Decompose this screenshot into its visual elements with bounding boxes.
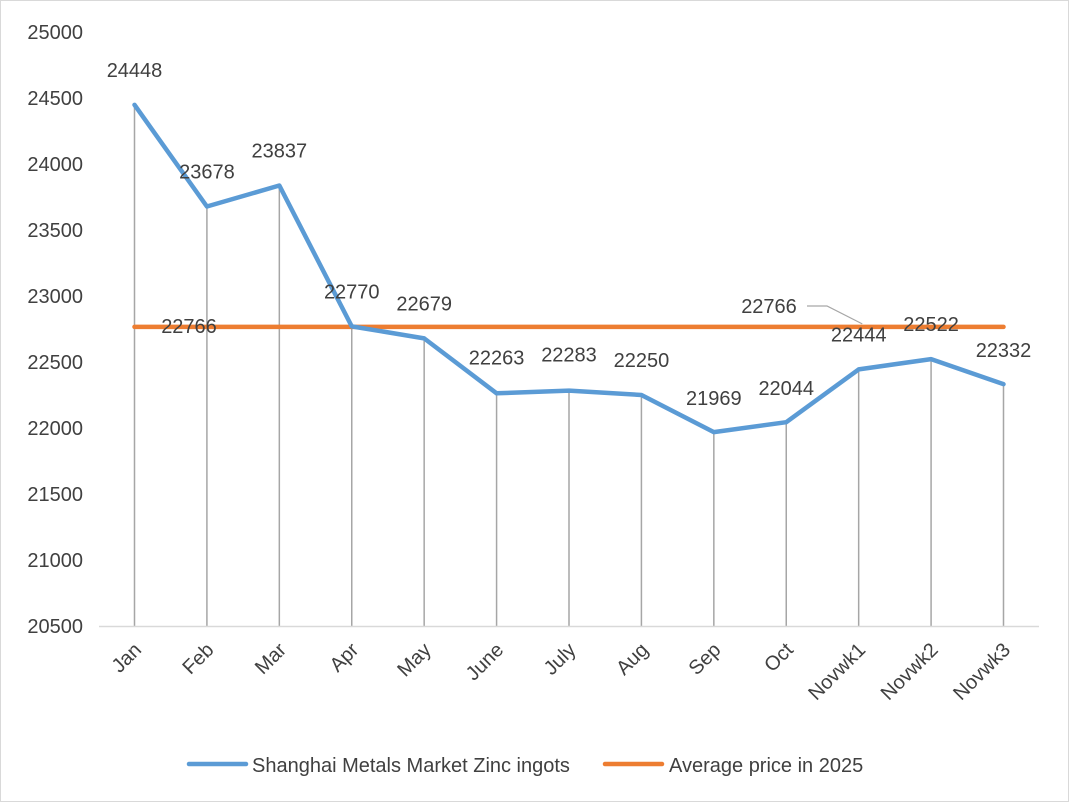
average-legend-label: Average price in 2025: [669, 755, 863, 777]
zinc-data-label: 22444: [831, 324, 887, 346]
x-tick-label: Jan: [108, 639, 146, 677]
y-tick-label: 24500: [27, 88, 83, 110]
y-tick-label: 22500: [27, 352, 83, 374]
zinc-data-label: 22679: [396, 293, 452, 315]
zinc-data-label: 23837: [252, 141, 308, 163]
zinc-data-label: 22522: [903, 314, 959, 336]
x-tick-label: May: [393, 639, 435, 681]
label-layer: 24448 23678 23837 22770 22679 22263 22283 22250…: [107, 60, 1032, 410]
x-tick-label: Apr: [326, 639, 364, 677]
zinc-data-label: 22332: [976, 340, 1032, 362]
x-tick-label: Oct: [760, 639, 798, 677]
zinc-data-label: 22283: [541, 345, 597, 367]
y-tick-label: 21000: [27, 550, 83, 572]
x-tick-label: June: [462, 639, 508, 685]
y-tick-label: 25000: [27, 22, 83, 44]
x-tick-label: Novwk2: [877, 639, 943, 705]
zinc-legend-label: Shanghai Metals Market Zinc ingots: [252, 755, 570, 777]
zinc-data-label: 24448: [107, 60, 163, 82]
y-tick-label: 20500: [27, 616, 83, 638]
grid-layer: [133, 104, 1005, 626]
y-tick-label: 21500: [27, 484, 83, 506]
average-label-leader-line: [807, 305, 863, 325]
average-data-label: 22766: [741, 296, 797, 318]
y-tick-label: 23000: [27, 286, 83, 308]
zinc-data-label: 22250: [614, 350, 670, 372]
x-tick-label: Mar: [251, 639, 291, 679]
zinc-data-label: 23678: [179, 162, 235, 184]
zinc-data-label: 21969: [686, 388, 742, 410]
series-layer: [132, 102, 1006, 435]
y-tick-label: 22000: [27, 418, 83, 440]
y-tick-label: 23500: [27, 220, 83, 242]
x-tick-label: Feb: [179, 639, 219, 679]
zinc-data-label: 22770: [324, 281, 380, 303]
x-tick-label: Novwk3: [949, 639, 1015, 705]
zinc-data-label: 22263: [469, 347, 525, 369]
x-tick-label: July: [540, 639, 581, 680]
x-tick-label: Novwk1: [804, 639, 870, 705]
x-tick-label: Aug: [612, 639, 653, 680]
y-tick-label: 24000: [27, 154, 83, 176]
average-data-label: 22766: [161, 316, 217, 338]
x-tick-label: Sep: [685, 639, 726, 680]
legend-layer: Shanghai Metals Market Zinc ingots Averag…: [186, 755, 863, 777]
zinc-data-label: 22044: [758, 378, 814, 400]
